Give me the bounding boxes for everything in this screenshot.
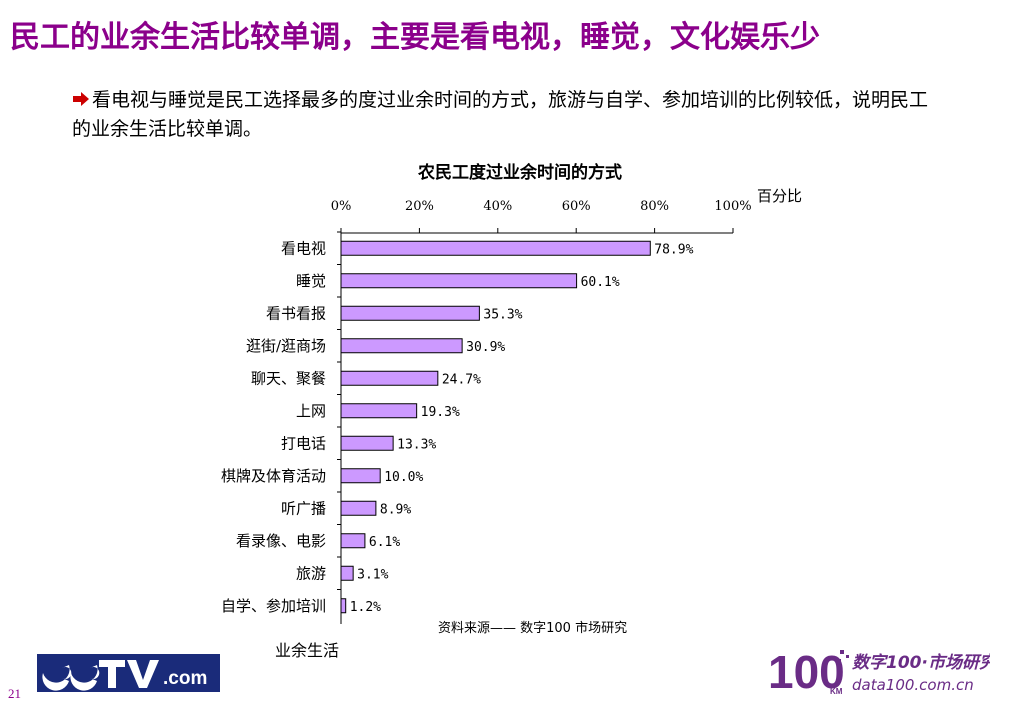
arrow-right-icon (73, 92, 89, 106)
data100-sub-top: 数字100·市场研究 (852, 653, 990, 673)
chart-title: 农民工度过业余时间的方式 (417, 162, 622, 183)
category-label: 自学、参加培训 (221, 597, 326, 615)
cctv-logo-text: .com (163, 668, 207, 689)
bar (340, 305, 480, 321)
value-label: 1.2% (350, 600, 381, 615)
category-label: 看电视 (281, 239, 326, 257)
bar (340, 240, 651, 256)
x-axis-ticks: 0% 20% 40% 60% 80% 100% (331, 199, 752, 233)
value-label: 6.1% (369, 535, 400, 550)
value-labels: 78.9% 60.1% 35.3% 30.9% 24.7% 19.3% 13.3% 10.0%… (350, 242, 694, 615)
value-label: 24.7% (442, 372, 481, 387)
y-axis-label: 业余生活 (275, 641, 339, 660)
category-label: 逛街/逛商场 (246, 337, 326, 355)
bar (340, 338, 463, 354)
x-tick-label: 80% (640, 199, 669, 214)
bar (340, 598, 347, 614)
bar (340, 403, 418, 419)
x-tick-label: 20% (405, 199, 434, 214)
value-label: 8.9% (380, 502, 411, 517)
bar (340, 533, 366, 549)
x-axis-label: 百分比 (757, 187, 802, 205)
bullet-paragraph: 看电视与睡觉是民工选择最多的度过业余时间的方式，旅游与自学、参加培训的比例较低，… (72, 86, 932, 144)
bar (340, 565, 354, 581)
category-label: 上网 (296, 402, 326, 420)
bar (340, 435, 394, 451)
bar (340, 468, 381, 484)
x-tick-label: 0% (331, 199, 352, 214)
value-label: 13.3% (397, 437, 436, 452)
bars (340, 240, 651, 614)
category-label: 听广播 (281, 499, 326, 517)
x-tick-label: 100% (714, 199, 751, 214)
cctv-logo: .com (37, 654, 220, 692)
category-label: 看录像、电影 (236, 532, 326, 550)
value-label: 3.1% (357, 567, 388, 582)
category-label: 聊天、聚餐 (251, 369, 326, 387)
value-label: 30.9% (466, 340, 505, 355)
bar (340, 370, 439, 386)
data100-logo: 100 KM 数字100·市场研究 data100.com.cn (768, 646, 990, 696)
value-label: 60.1% (581, 275, 620, 290)
data100-sub-bottom: data100.com.cn (852, 676, 974, 694)
slide-title: 民工的业余生活比较单调，主要是看电视，睡觉，文化娱乐少 (10, 20, 820, 55)
bar (340, 273, 578, 289)
source-note: 资料来源—— 数字100 市场研究 (438, 620, 627, 636)
x-tick-label: 40% (483, 199, 512, 214)
value-label: 10.0% (384, 470, 423, 485)
category-label: 打电话 (281, 434, 326, 452)
bar (340, 500, 377, 516)
category-label: 睡觉 (296, 272, 326, 290)
axis-lines (340, 232, 733, 624)
x-tick-label: 60% (562, 199, 591, 214)
page-number: 21 (8, 686, 21, 701)
category-label: 棋牌及体育活动 (221, 467, 326, 485)
bullet-text: 看电视与睡觉是民工选择最多的度过业余时间的方式，旅游与自学、参加培训的比例较低，… (72, 89, 929, 140)
category-label: 旅游 (296, 564, 326, 582)
data100-small-text: KM (830, 687, 843, 696)
value-label: 78.9% (654, 242, 693, 257)
value-label: 35.3% (483, 307, 522, 322)
data100-big-text: 100 (768, 646, 845, 696)
value-label: 19.3% (421, 405, 460, 420)
category-labels: 看电视睡觉看书看报逛街/逛商场聊天、聚餐上网打电话棋牌及体育活动听广播看录像、电… (221, 231, 341, 615)
category-label: 看书看报 (266, 304, 326, 322)
